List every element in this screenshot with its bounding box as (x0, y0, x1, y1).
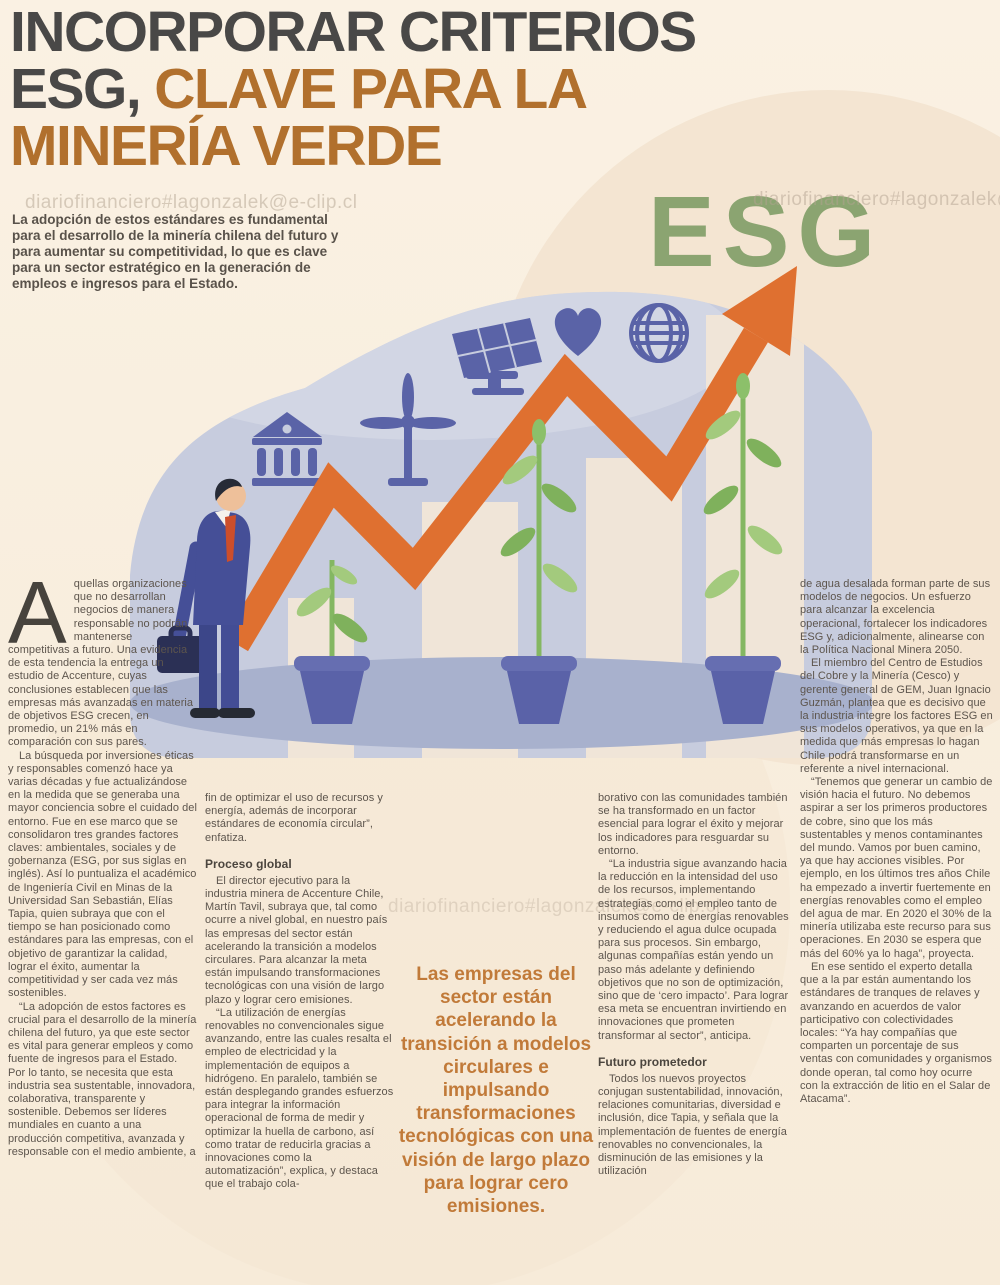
paragraph: “La utilización de energías renovables n… (205, 1006, 394, 1191)
headline-line-1: INCORPORAR CRITERIOS (10, 0, 697, 64)
article-column-4: de agua desalada forman parte de sus mod… (800, 578, 993, 1106)
paragraph: “La adopción de estos factores es crucia… (8, 1000, 197, 1158)
heart-icon (554, 308, 602, 356)
paragraph: En ese sentido el experto detalla que a … (800, 960, 992, 1105)
growth-arrow-icon (223, 266, 797, 652)
paragraph: de agua desalada forman parte de sus mod… (800, 578, 991, 657)
paragraph: Todos los nuevos proyectos conjugan sust… (598, 1072, 787, 1178)
plant-pot-3 (703, 373, 783, 724)
subheading-proceso-global: Proceso global (205, 856, 292, 871)
businessman-hair (215, 478, 242, 501)
wind-turbine-icon (360, 373, 456, 486)
headline-line-2: ESG, CLAVE PARA LA (10, 61, 696, 118)
paragraph: “Tenemos que generar un cambio de visión… (800, 776, 993, 960)
watermark-top-right: diariofinanciero#lagonzalek@e-clip.cl (753, 189, 1000, 210)
solar-panel-icon (452, 318, 542, 395)
headline-line-3: MINERÍA VERDE (10, 114, 443, 178)
article-headline: INCORPORAR CRITERIOS ESG, CLAVE PARA LA M… (10, 0, 697, 178)
globe-icon (629, 303, 689, 363)
businessman (157, 478, 255, 718)
paragraph: “La industria sigue avanzando hacia la r… (598, 858, 789, 1042)
bank-icon (252, 412, 322, 486)
plant-pot-1 (294, 560, 370, 724)
article-column-2: fin de optimizar el uso de recursos y en… (205, 792, 394, 1192)
paragraph: El miembro del Centro de Estudios del Co… (800, 657, 993, 775)
esg-label: ESG (648, 176, 883, 288)
headline-line2-dark: ESG, (10, 57, 142, 121)
pull-quote: Las empresas del sector están acelerando… (398, 964, 594, 1218)
subheading-futuro-prometedor: Futuro prometedor (598, 1054, 707, 1069)
paragraph: El director ejecutivo para la industria … (205, 874, 388, 1006)
paragraph: borativo con las comunidades también se … (598, 792, 788, 857)
watermark-middle: diariofinanciero#lagonzalek@e-clip.cl (388, 896, 721, 917)
plant-pot-2 (500, 419, 578, 724)
watermark-top-left: diariofinanciero#lagonzalek@e-clip.cl (25, 192, 358, 213)
lead-paragraph: La adopción de estos estándares es funda… (12, 212, 339, 291)
drop-cap: A (8, 563, 67, 662)
article-column-3: borativo con las comunidades también se … (598, 792, 790, 1178)
paragraph: La búsqueda por inversiones éticas y res… (8, 749, 197, 1000)
briefcase (157, 636, 204, 673)
paragraph: fin de optimizar el uso de recursos y en… (205, 792, 383, 844)
headline-line2-orange: CLAVE PARA LA (154, 57, 588, 121)
